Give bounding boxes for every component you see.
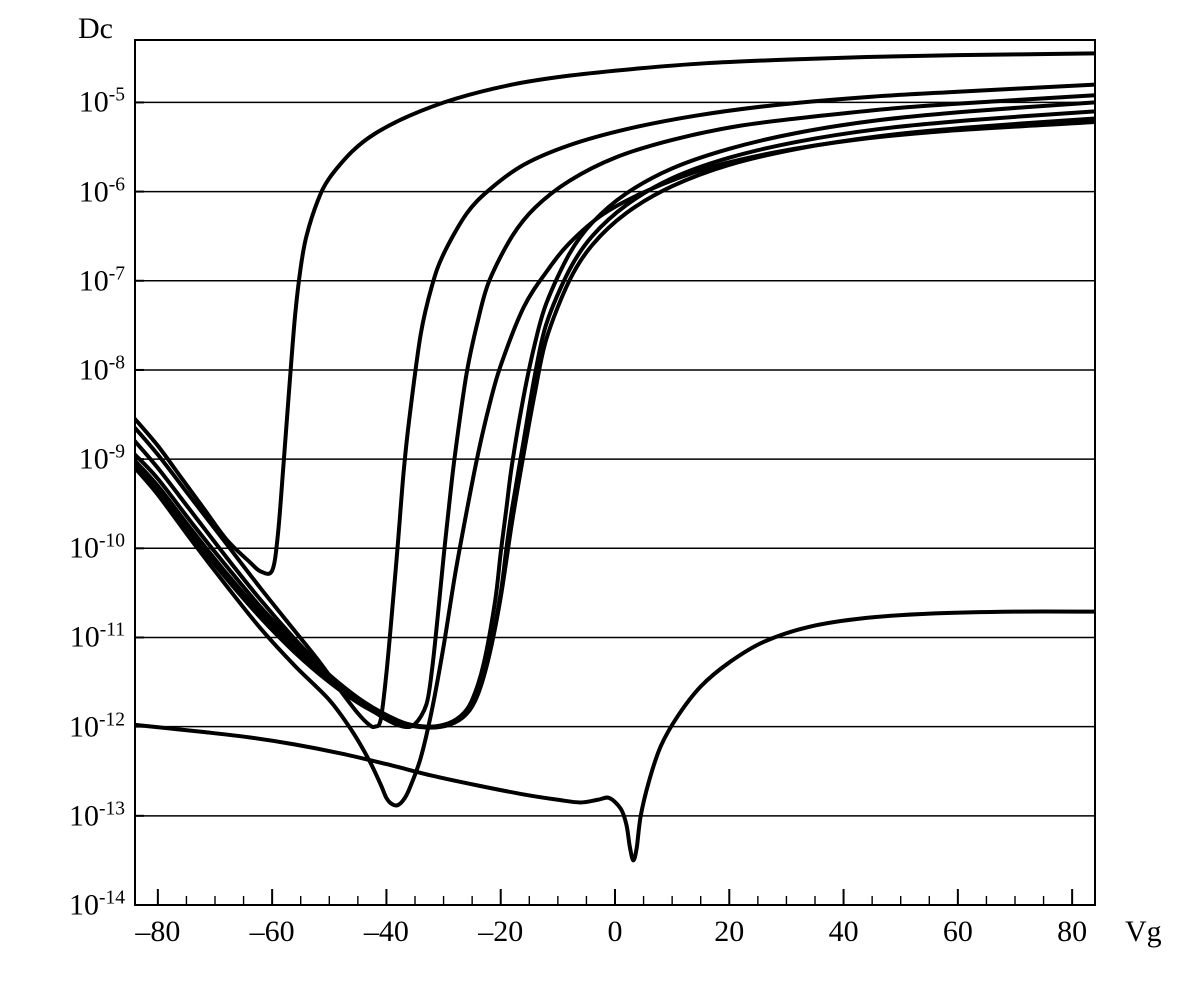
x-tick-label: 0 — [608, 915, 623, 949]
x-tick-label: –60 — [250, 915, 295, 949]
y-tick-label: 10-13 — [69, 798, 125, 833]
x-axis-title: Vg — [1125, 915, 1162, 949]
x-tick-label: 60 — [943, 915, 973, 949]
chart-container: Dc Vg 10-14 10-13 10-12 10-11 10-10 10-9 10-8 1… — [0, 0, 1188, 985]
x-tick-label: 80 — [1057, 915, 1087, 949]
x-tick-label: –40 — [364, 915, 409, 949]
y-axis-title: Dc — [78, 12, 113, 46]
y-tick-label: 10-8 — [79, 352, 125, 387]
y-tick-label: 10-12 — [69, 709, 125, 744]
y-tick-label: 10-9 — [79, 442, 125, 477]
x-tick-label: 40 — [829, 915, 859, 949]
y-tick-label: 10-6 — [79, 174, 125, 209]
chart-svg — [0, 0, 1188, 985]
y-tick-label: 10-11 — [70, 620, 125, 655]
y-tick-label: 10-10 — [69, 531, 125, 566]
y-tick-label: 10-5 — [79, 85, 125, 120]
y-tick-label: 10-7 — [79, 263, 125, 298]
x-tick-label: 20 — [714, 915, 744, 949]
y-tick-label: 10-14 — [69, 888, 125, 923]
x-tick-label: –20 — [478, 915, 523, 949]
x-tick-label: –80 — [135, 915, 180, 949]
